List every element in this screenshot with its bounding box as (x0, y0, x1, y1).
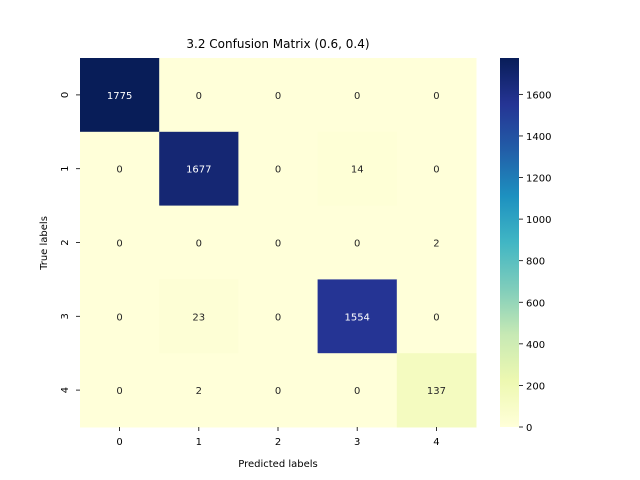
cell-value-label: 0 (275, 165, 281, 176)
colorbar-ticks: 0 200 400 600 800 1000 1200 1400 1600 (519, 90, 551, 434)
heatmap-cell (80, 353, 160, 428)
heatmap-cell (159, 58, 239, 133)
heatmap-cell (317, 353, 398, 428)
colorbar-tick-label: 1000 (526, 215, 551, 226)
colorbar-tick-label: 0 (526, 423, 532, 434)
x-tick-label: 4 (433, 437, 439, 448)
heatmap-cell (396, 131, 477, 207)
heatmap-cell (317, 58, 398, 133)
colorbar-tick-label: 200 (526, 381, 545, 392)
chart-title: 3.2 Confusion Matrix (0.6, 0.4) (186, 37, 369, 51)
colorbar-tick-label: 1400 (526, 132, 551, 143)
heatmap-cell (80, 205, 160, 280)
x-tick-label: 1 (196, 437, 202, 448)
y-tick-label: 0 (60, 92, 71, 98)
x-axis-ticks: 0 1 2 3 4 (116, 427, 440, 448)
cell-value-label: 1554 (344, 312, 369, 323)
heatmap-cell (159, 353, 239, 428)
x-axis-label: Predicted labels (238, 459, 318, 470)
colorbar-tick-label: 1200 (526, 174, 551, 185)
heatmap-cell (238, 205, 319, 280)
heatmap-cell (238, 58, 319, 133)
heatmap-cell (159, 279, 239, 354)
cell-value-label: 1775 (107, 91, 132, 102)
heatmap-cell (317, 131, 398, 207)
heatmap-cell (80, 58, 160, 133)
heatmap-cell (396, 58, 477, 133)
cell-value-label: 0 (116, 239, 122, 250)
heatmap-cell (238, 353, 319, 428)
y-tick-label: 2 (60, 239, 71, 245)
heatmap-cell (396, 205, 477, 280)
cell-value-label: 0 (433, 312, 439, 323)
y-tick-label: 4 (60, 387, 71, 393)
cell-value-label: 0 (275, 386, 281, 397)
x-tick-label: 3 (354, 437, 360, 448)
y-tick-label: 1 (60, 166, 71, 172)
cell-value-label: 2 (433, 239, 439, 250)
cell-value-label: 0 (433, 91, 439, 102)
heatmap-cell-labels: 1775 0 0 0 0 0 1677 0 14 0 0 0 0 0 2 0 23 0 1554 0 0 2 0 0 137 (107, 91, 446, 397)
cell-value-label: 0 (354, 239, 360, 250)
cell-value-label: 0 (116, 165, 122, 176)
y-tick-label: 3 (60, 313, 71, 319)
cell-value-label: 2 (196, 386, 202, 397)
heatmap-cell (317, 279, 398, 354)
x-tick-label: 2 (275, 437, 281, 448)
y-axis-label: True labels (39, 216, 50, 271)
heatmap-cell (396, 279, 477, 354)
cell-value-label: 1677 (186, 165, 211, 176)
cell-value-label: 0 (433, 165, 439, 176)
heatmap-cells (80, 58, 477, 428)
cell-value-label: 0 (354, 386, 360, 397)
x-tick-label: 0 (116, 437, 122, 448)
cell-value-label: 0 (196, 239, 202, 250)
heatmap-cell (159, 205, 239, 280)
colorbar-tick-label: 800 (526, 257, 545, 268)
colorbar-tick-label: 400 (526, 340, 545, 351)
y-axis-ticks: 0 1 2 3 4 (60, 92, 80, 393)
cell-value-label: 137 (427, 386, 446, 397)
cell-value-label: 0 (116, 312, 122, 323)
heatmap-cell (238, 279, 319, 354)
cell-value-label: 0 (275, 239, 281, 250)
heatmap-cell (159, 131, 239, 207)
colorbar-tick-label: 600 (526, 298, 545, 309)
colorbar (500, 58, 519, 427)
heatmap-cell (80, 131, 160, 207)
cell-value-label: 0 (196, 91, 202, 102)
heatmap-cell (238, 131, 319, 207)
heatmap-cell (317, 205, 398, 280)
cell-value-label: 0 (116, 386, 122, 397)
cell-value-label: 23 (192, 312, 205, 323)
heatmap-cell (80, 279, 160, 354)
cell-value-label: 0 (275, 91, 281, 102)
cell-value-label: 14 (351, 165, 364, 176)
cell-value-label: 0 (354, 91, 360, 102)
colorbar-tick-label: 1600 (526, 90, 551, 101)
cell-value-label: 0 (275, 312, 281, 323)
heatmap-cell (396, 353, 477, 428)
